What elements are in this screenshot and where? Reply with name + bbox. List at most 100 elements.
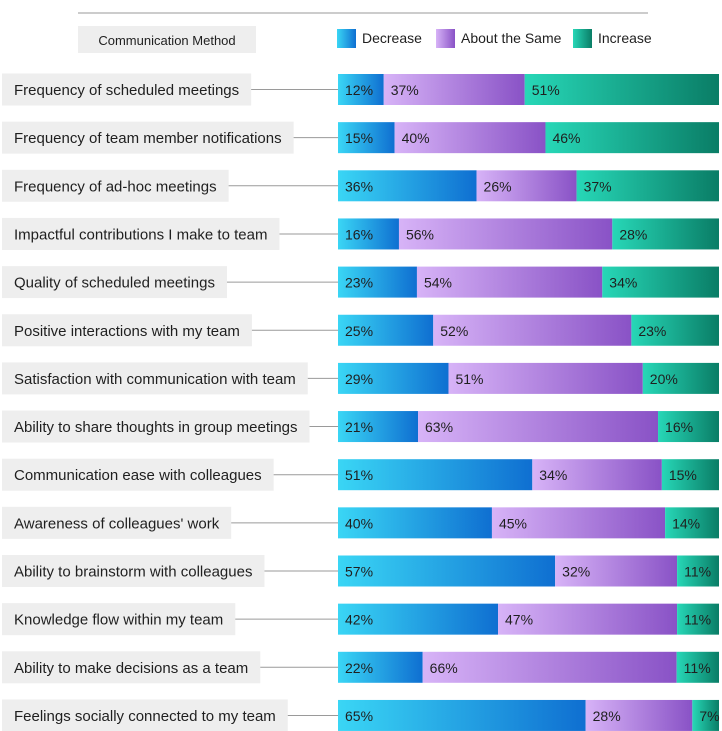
bar-segment-about-the-same <box>383 74 525 105</box>
row-label-background <box>2 314 252 347</box>
bar-value-label: 11% <box>684 564 711 580</box>
bar-segment-increase <box>661 459 719 491</box>
bar-segment-increase <box>545 122 719 154</box>
chart-row: Frequency of ad-hoc meetings 36% 26% 37% <box>2 169 719 202</box>
bar-segment-about-the-same <box>532 459 662 491</box>
bar-value-label: 56% <box>406 226 434 242</box>
bar-value-label: 63% <box>425 419 453 435</box>
row-label: Ability to make decisions as a team <box>14 660 248 677</box>
bar-value-label: 16% <box>345 226 373 242</box>
row-label: Quality of scheduled meetings <box>14 275 215 292</box>
legend-swatch-decrease <box>337 29 356 48</box>
row-label: Knowledge flow within my team <box>14 612 223 629</box>
row-label: Positive interactions with my team <box>14 323 240 340</box>
bar-segment-increase <box>576 170 719 202</box>
bar-segment-increase <box>642 362 719 394</box>
row-label: Awareness of colleagues' work <box>14 515 220 532</box>
bar-value-label: 36% <box>345 178 373 194</box>
row-label-background <box>2 217 280 250</box>
bar-value-label: 11% <box>684 612 711 628</box>
row-label-background <box>2 266 227 299</box>
chart-row: Ability to brainstorm with colleagues 57%… <box>2 555 719 587</box>
row-label-background <box>2 555 265 587</box>
bar-segment-decrease <box>338 651 423 683</box>
bar-segment-about-the-same <box>448 362 643 394</box>
legend-swatch-increase <box>573 29 592 48</box>
header-background <box>78 26 256 53</box>
bar-segment-increase <box>692 699 719 731</box>
legend: Decrease About the Same Increase <box>337 29 652 48</box>
bar-value-label: 37% <box>391 82 419 98</box>
bar-segment-decrease <box>338 555 556 587</box>
bar-segment-decrease <box>338 362 449 394</box>
row-label-background <box>2 121 294 154</box>
row-label-background <box>2 651 261 684</box>
chart-row: Awareness of colleagues' work 40% 45% 14% <box>2 506 719 539</box>
bar-value-label: 40% <box>345 515 373 531</box>
bar-value-label: 7% <box>699 708 719 724</box>
bar-segment-about-the-same <box>555 555 678 587</box>
bar-segment-increase <box>602 266 719 298</box>
chart-row: Positive interactions with my team 25% 52%… <box>2 314 719 347</box>
legend-label-about-the-same: About the Same <box>461 30 562 46</box>
row-label-background <box>2 603 236 636</box>
bar-segment-decrease <box>338 74 384 105</box>
bar-value-label: 32% <box>562 564 590 580</box>
bar-segment-increase <box>612 218 719 250</box>
bar-value-label: 28% <box>619 226 647 242</box>
chart-row: Satisfaction with communication with tea… <box>2 362 719 395</box>
bar-value-label: 15% <box>345 130 373 146</box>
bar-segment-about-the-same <box>476 170 577 202</box>
row-label-background <box>2 458 274 491</box>
bar-value-label: 66% <box>430 660 458 676</box>
chart-row: Communication ease with colleagues 51% 34%… <box>2 458 719 491</box>
row-label-background <box>2 506 232 539</box>
bar-value-label: 46% <box>552 130 580 146</box>
bar-value-label: 26% <box>484 178 512 194</box>
row-label: Communication ease with colleagues <box>14 467 262 484</box>
header: Communication Method <box>78 26 256 53</box>
legend-label-decrease: Decrease <box>362 30 422 46</box>
bar-value-label: 47% <box>505 612 533 628</box>
row-label: Impactful contributions I make to team <box>14 226 267 243</box>
bar-value-label: 29% <box>345 371 373 387</box>
bar-value-label: 34% <box>539 467 567 483</box>
bar-value-label: 23% <box>638 323 666 339</box>
bar-segment-increase <box>677 603 719 635</box>
bar-segment-increase <box>676 651 719 683</box>
bar-segment-decrease <box>338 603 499 635</box>
row-label-background <box>2 362 308 395</box>
bar-segment-about-the-same <box>416 266 603 298</box>
bar-value-label: 37% <box>584 178 612 194</box>
bar-segment-about-the-same <box>585 699 693 731</box>
row-label: Ability to brainstorm with colleagues <box>14 564 252 581</box>
row-label: Frequency of ad-hoc meetings <box>14 178 217 195</box>
bar-segment-increase <box>631 314 719 346</box>
bar-value-label: 20% <box>650 371 678 387</box>
bar-value-label: 42% <box>345 612 373 628</box>
bar-segment-decrease <box>338 266 417 298</box>
bar-segment-about-the-same <box>422 651 677 683</box>
bar-value-label: 54% <box>424 275 452 291</box>
bar-value-label: 14% <box>672 515 700 531</box>
chart-row: Impactful contributions I make to team 16… <box>2 217 719 250</box>
bar-segment-decrease <box>338 122 395 154</box>
bar-segment-about-the-same <box>433 314 632 346</box>
row-label: Satisfaction with communication with tea… <box>14 371 296 388</box>
bar-value-label: 28% <box>593 708 621 724</box>
chart-row: Knowledge flow within my team 42% 47% 11% <box>2 603 719 636</box>
row-label: Frequency of scheduled meetings <box>14 82 239 99</box>
bar-value-label: 40% <box>402 130 430 146</box>
bar-segment-decrease <box>338 314 434 346</box>
bar-value-label: 34% <box>609 275 637 291</box>
chart-row: Frequency of scheduled meetings 12% 37% 51% <box>2 73 719 106</box>
chart-row: Quality of scheduled meetings 23% 54% 34% <box>2 266 719 299</box>
chart-row: Ability to make decisions as a team 22% 66… <box>2 651 719 684</box>
chart-row: Ability to share thoughts in group meeti… <box>2 410 719 443</box>
chart-row: Frequency of team member notifications 15… <box>2 121 719 154</box>
bar-value-label: 52% <box>440 323 468 339</box>
bar-value-label: 11% <box>684 660 711 676</box>
bar-value-label: 21% <box>345 419 373 435</box>
header-text: Communication Method <box>98 33 235 48</box>
legend-label-increase: Increase <box>598 30 652 46</box>
